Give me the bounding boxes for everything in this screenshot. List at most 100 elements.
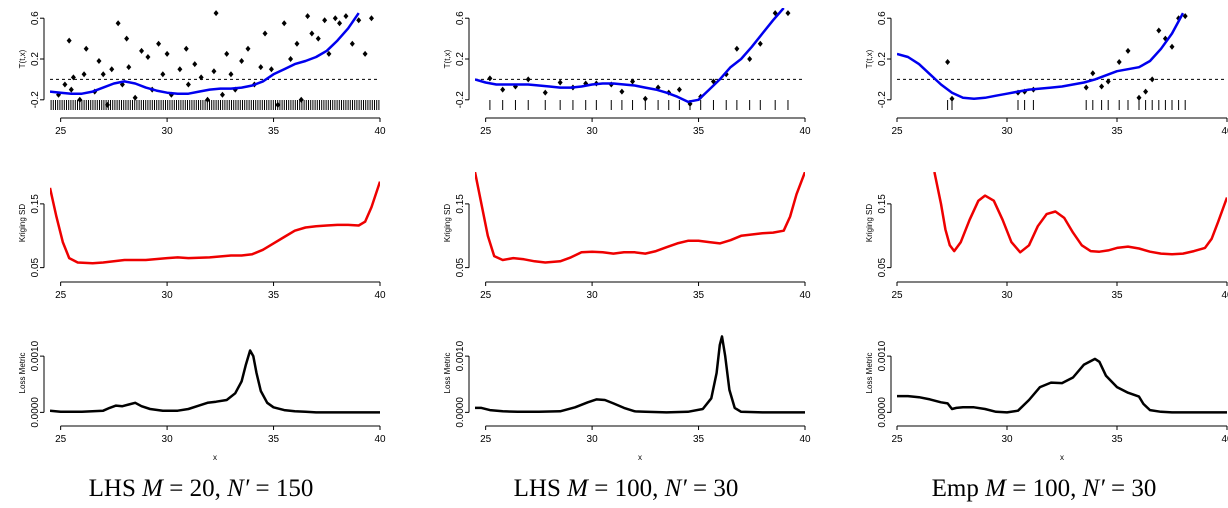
plot-area [933,172,1227,256]
data-point [109,66,115,73]
data-point [349,40,355,47]
plot-area [50,10,380,110]
x-tick-label: 40 [799,290,811,301]
x-tick-label: 30 [1001,126,1013,137]
x-tick-label: 35 [268,290,280,301]
data-point [77,96,83,103]
data-point [66,37,72,44]
x-tick-label: 35 [693,290,705,301]
data-point [213,10,219,17]
data-point [1090,70,1096,77]
y-tick-label: 0.2 [877,52,888,66]
y-tick-label: 0.0010 [877,340,888,371]
series-line [50,349,380,414]
data-point [183,45,189,52]
data-point [62,81,68,88]
data-point [96,58,102,65]
series-line [475,172,805,264]
data-point [160,71,166,78]
x-tick-label: 25 [480,434,492,445]
y-tick-label: -0.2 [455,91,466,109]
data-point [198,74,204,81]
data-point [309,30,315,37]
data-point [224,50,230,57]
y-tick-label: 0.6 [877,11,888,25]
series-line [933,172,1227,256]
data-point [332,15,338,22]
data-point [268,66,274,73]
y-tick-label: 0.15 [877,194,888,214]
y-tick-label: 0.0010 [30,340,41,371]
data-point [1116,59,1122,66]
plot-area [475,335,805,414]
y-tick-label: 0.15 [455,194,466,214]
data-point [1099,83,1105,90]
series-line [897,12,1185,101]
data-point [1143,88,1149,95]
data-point [676,86,682,93]
data-point [362,50,368,57]
data-point [1149,76,1155,83]
data-point [619,88,625,95]
data-point [326,50,332,57]
data-point [1136,94,1142,101]
y-tick-label: -0.2 [877,91,888,109]
data-point [211,68,217,75]
data-point [525,76,531,83]
caption-col3: Emp M = 100, N′ = 30 [932,475,1157,502]
x-tick-label: 40 [374,434,386,445]
series-line [475,335,805,414]
x-tick-label: 40 [374,290,386,301]
x-tick-label: 35 [693,434,705,445]
panel-grid: 25 30 35 40 -0.2 0.2 0.6 T(t,x) 25 30 35 40 -0.2 0.2 0… [18,8,1228,462]
series-line [897,357,1227,414]
y-axis-title: T(t,x) [865,49,874,68]
data-point [315,35,321,42]
series-line [50,12,360,95]
series-line [475,8,785,104]
panel-1-3: 25 30 35 40 -0.2 0.2 0.6 T(t,x) [865,11,1228,137]
x-tick-label: 25 [55,434,67,445]
plot-area [897,357,1227,414]
x-axis-title: x [213,453,217,462]
panel-1-1: 25 30 35 40 -0.2 0.2 0.6 T(t,x) [18,10,386,137]
x-tick-label: 25 [891,290,903,301]
y-tick-label: 0.2 [455,52,466,66]
x-tick-label: 25 [891,434,903,445]
data-point [1182,13,1188,20]
x-tick-label: 35 [693,126,705,137]
data-point [757,40,763,47]
data-point [177,66,183,73]
data-point [542,89,548,96]
data-point [81,71,87,78]
data-point [1169,43,1175,50]
caption-col2: LHS M = 100, N′ = 30 [514,475,739,502]
plot-area [50,349,380,414]
x-tick-label: 25 [55,126,67,137]
y-axis-title: Kriging SD [443,204,452,242]
x-tick-label: 30 [587,126,599,137]
y-tick-label: 0.0000 [30,397,41,428]
x-tick-label: 25 [480,290,492,301]
x-tick-label: 25 [55,290,67,301]
y-tick-label: 0.2 [30,52,41,66]
x-tick-label: 35 [1111,434,1123,445]
x-tick-label: 40 [799,434,811,445]
data-point [156,40,162,47]
x-tick-label: 30 [162,434,174,445]
data-point [192,61,198,68]
data-point [337,20,343,27]
data-point [305,13,311,20]
y-axis-title: Kriging SD [865,204,874,242]
x-tick-label: 25 [891,126,903,137]
y-tick-label: 0.05 [877,257,888,277]
data-point [734,45,740,52]
data-point [245,45,251,52]
x-tick-label: 30 [587,434,599,445]
x-tick-label: 35 [1111,126,1123,137]
